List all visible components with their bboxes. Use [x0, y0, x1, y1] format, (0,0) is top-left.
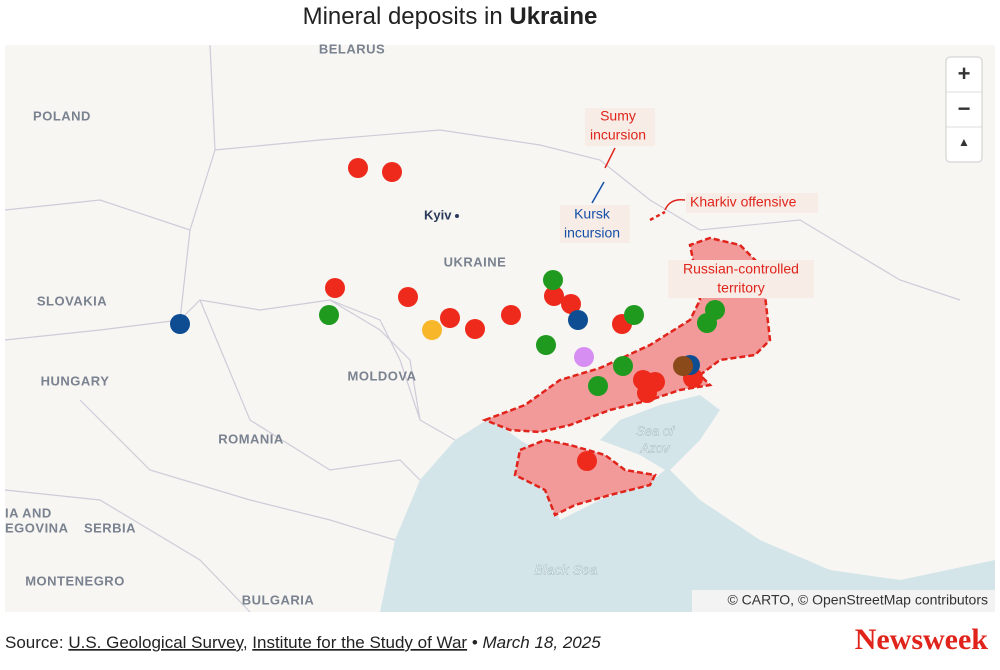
annotation: Kharkiv offensive: [690, 194, 797, 210]
country-label: ROMANIA: [218, 431, 284, 446]
brown-dot: [673, 356, 693, 376]
deposit-dots: [170, 158, 725, 471]
annotation: Russian-controlled: [683, 261, 799, 277]
annotation: Kursk: [574, 206, 611, 222]
annotation-bg: [560, 205, 630, 243]
city-dot: [455, 214, 459, 218]
arrow: [591, 181, 605, 204]
annotation: territory: [717, 280, 764, 296]
country-label: EGOVINA: [5, 520, 69, 535]
logo: Newsweek: [855, 623, 989, 656]
source-line: Source: U.S. Geological Survey, Institut…: [5, 633, 601, 652]
annotation-bg: [686, 193, 818, 213]
water-label: Azov: [640, 440, 671, 455]
zoom-out[interactable]: −: [958, 96, 971, 121]
purple-dot: [574, 347, 594, 367]
bullet: •: [472, 633, 478, 652]
country-label: SERBIA: [84, 520, 136, 535]
russian-controlled-crimea: [513, 438, 657, 517]
yellow-dot: [422, 320, 442, 340]
attribution: © CARTO, © OpenStreetMap contributors: [727, 592, 988, 608]
annotation-bg: [585, 108, 655, 146]
arrow: [604, 147, 616, 169]
country-label: IA AND: [5, 505, 52, 520]
source-link[interactable]: Institute for the Study of War: [252, 633, 467, 652]
country-label: BELARUS: [319, 41, 385, 56]
country-label: POLAND: [33, 108, 91, 123]
green-dots: [319, 270, 725, 396]
source-link[interactable]: U.S. Geological Survey: [68, 633, 244, 652]
country-label: HUNGARY: [41, 373, 110, 388]
annotation: Sumy: [600, 108, 636, 124]
annotation: incursion: [590, 127, 646, 143]
borders: [4, 44, 961, 613]
reset-north[interactable]: ▲: [958, 135, 970, 149]
attribution-bg: [692, 590, 995, 612]
zoom-control: [945, 56, 983, 163]
kharkiv-area: [649, 210, 666, 222]
water-label: Black Sea: [534, 562, 597, 578]
city-label: Kyiv: [424, 207, 452, 222]
country-label: BULGARIA: [242, 592, 315, 607]
title: Mineral deposits in Ukraine: [303, 3, 598, 30]
country-label: SLOVAKIA: [37, 293, 107, 308]
water-label: Sea of: [636, 423, 675, 438]
separator: ,: [243, 633, 248, 652]
title-text: Mineral deposits in: [303, 3, 503, 30]
country-label: UKRAINE: [444, 254, 507, 269]
annotation-bg: [668, 260, 814, 298]
title-bold: Ukraine: [509, 3, 597, 30]
country-label: MONTENEGRO: [25, 573, 125, 588]
annotation: incursion: [564, 225, 620, 241]
arrow: [664, 198, 686, 211]
source-label: Source:: [5, 633, 64, 652]
country-label: MOLDOVA: [348, 368, 417, 383]
date: March 18, 2025: [483, 633, 602, 652]
zoom-in[interactable]: +: [958, 61, 971, 86]
